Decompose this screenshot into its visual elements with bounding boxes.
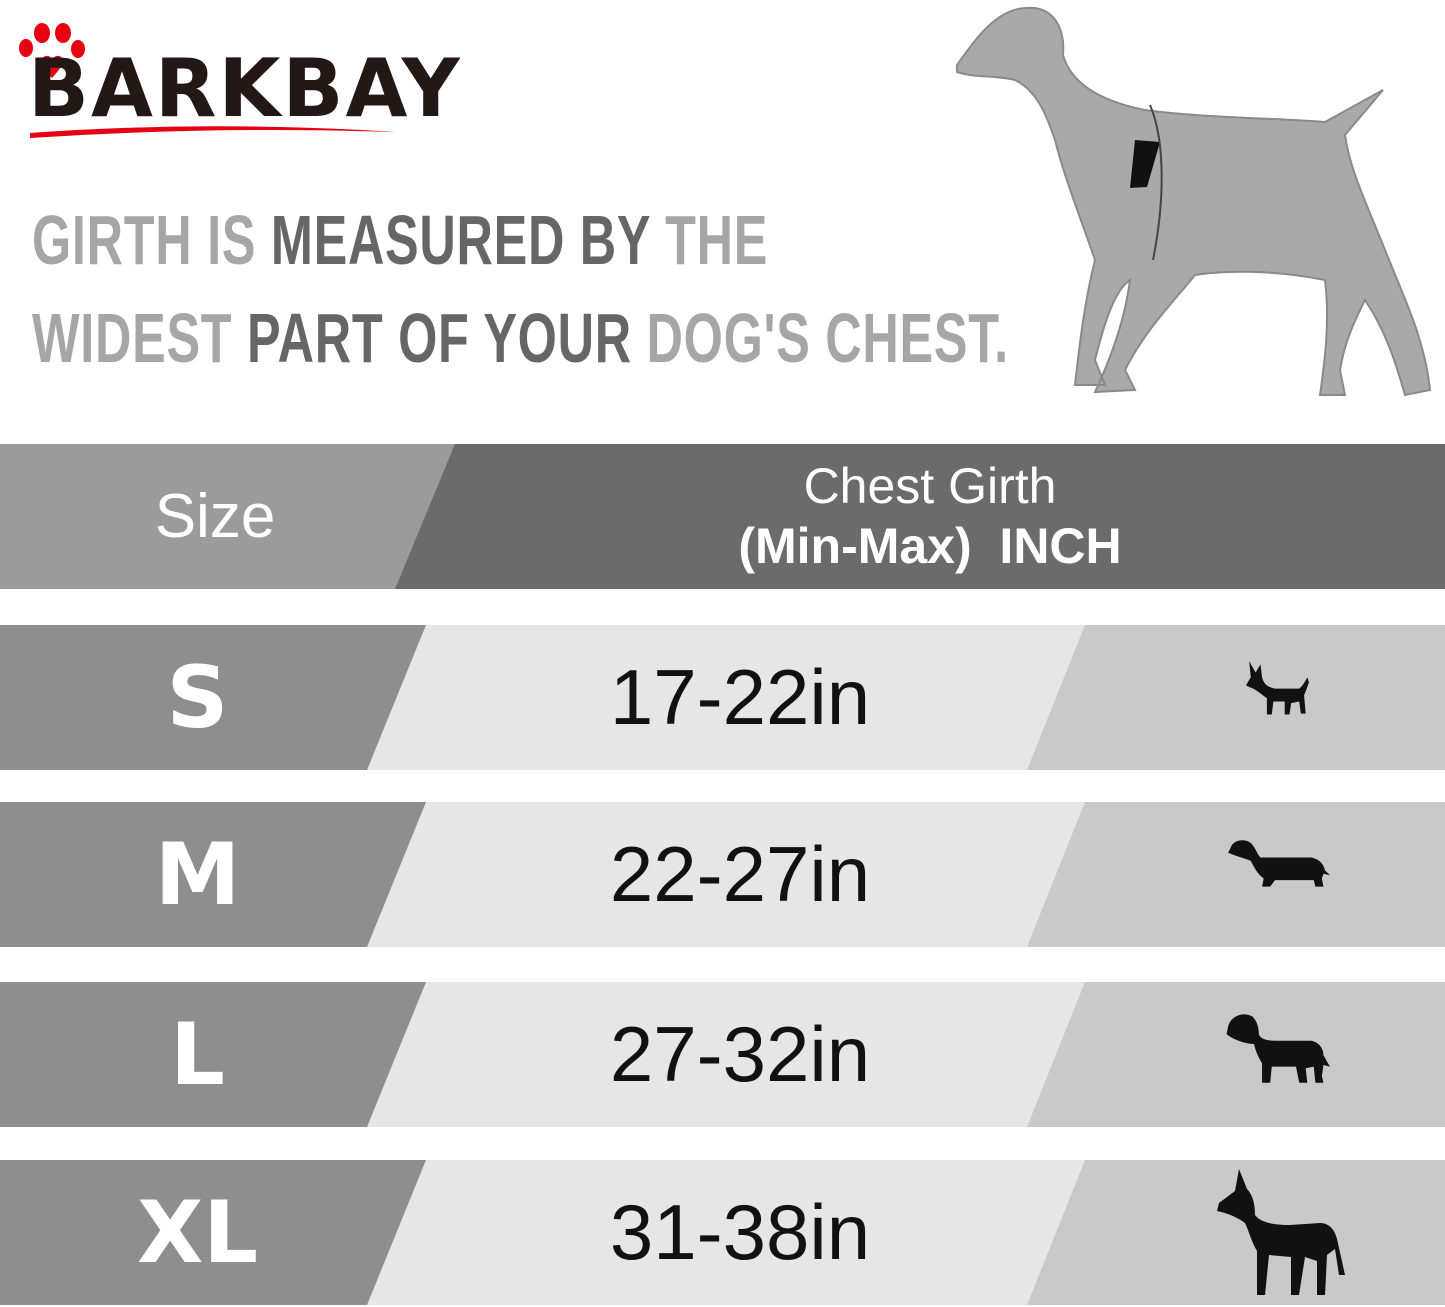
measuring-dog-illustration bbox=[956, 6, 1432, 397]
girth-value: 31-38in bbox=[609, 1188, 871, 1276]
great-dane-icon bbox=[1217, 1169, 1345, 1295]
size-row: S 17-22in bbox=[0, 625, 1445, 770]
header-chest-girth: Chest Girth (Min-Max) INCH bbox=[738, 458, 1122, 574]
headline-line-1: GIRTH IS MEASURED BY THE bbox=[32, 201, 769, 279]
paw-icon bbox=[19, 23, 395, 138]
size-label: S bbox=[166, 647, 229, 748]
girth-value: 27-32in bbox=[609, 1010, 871, 1098]
girth-value: 17-22in bbox=[609, 653, 871, 741]
size-row: M 22-27in bbox=[0, 802, 1445, 947]
table-header: Size Chest Girth (Min-Max) INCH bbox=[0, 444, 1445, 589]
chihuahua-icon bbox=[1245, 661, 1309, 715]
size-label: L bbox=[170, 1004, 225, 1105]
headline-line-2: WIDEST PART OF YOUR DOG'S CHEST. bbox=[32, 299, 1009, 377]
header-size: Size bbox=[154, 482, 276, 551]
size-row: XL 31-38in bbox=[0, 1160, 1445, 1305]
size-label: XL bbox=[136, 1182, 259, 1283]
size-row: L 27-32in bbox=[0, 982, 1445, 1127]
labrador-icon bbox=[1226, 1014, 1330, 1083]
girth-value: 22-27in bbox=[609, 830, 871, 918]
size-label: M bbox=[154, 824, 241, 925]
brand-logo: BARKBAY bbox=[10, 20, 460, 145]
dachshund-icon bbox=[1228, 840, 1330, 887]
